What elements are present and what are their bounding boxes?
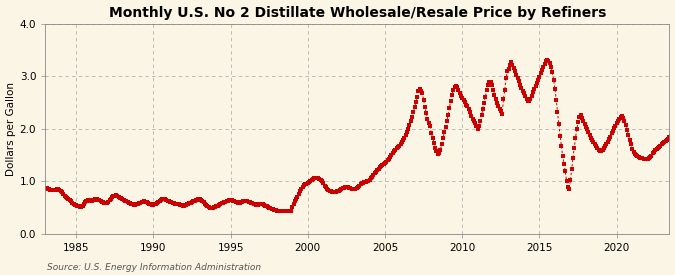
Text: Source: U.S. Energy Information Administration: Source: U.S. Energy Information Administ… <box>47 263 261 272</box>
Title: Monthly U.S. No 2 Distillate Wholesale/Resale Price by Refiners: Monthly U.S. No 2 Distillate Wholesale/R… <box>109 6 606 20</box>
Y-axis label: Dollars per Gallon: Dollars per Gallon <box>5 82 16 176</box>
